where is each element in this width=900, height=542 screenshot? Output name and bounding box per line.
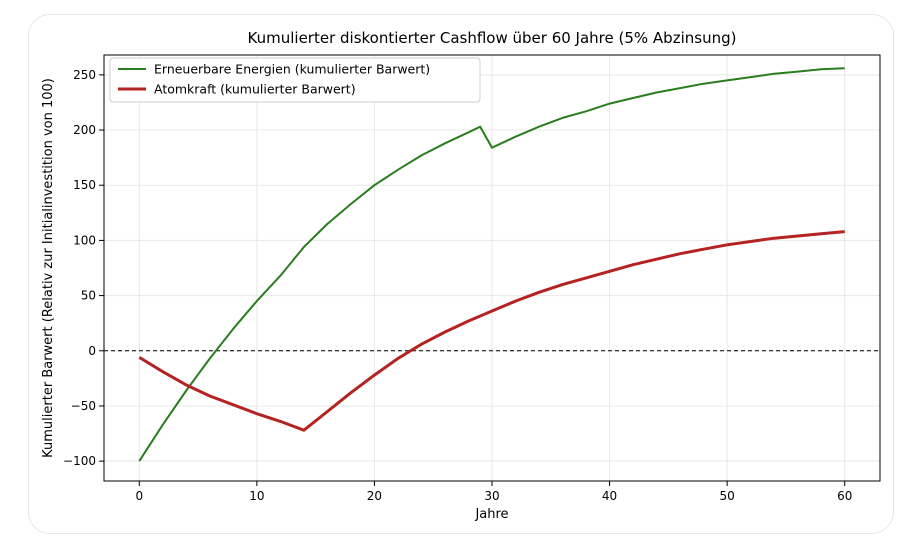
y-tick-label: −100 xyxy=(63,454,96,468)
y-axis-ticks: −100 −50 0 50 100 150 200 250 xyxy=(63,68,104,468)
legend-label-renewables: Erneuerbare Energien (kumulierter Barwer… xyxy=(154,62,430,77)
series-lines xyxy=(138,67,845,462)
grid-lines xyxy=(104,55,880,481)
x-axis-label: Jahre xyxy=(474,507,508,522)
y-tick-label: 250 xyxy=(73,68,96,82)
x-tick-label: 40 xyxy=(602,489,617,503)
y-tick-label: 100 xyxy=(73,233,96,247)
chart-title: Kumulierter diskontierter Cashflow über … xyxy=(248,29,737,47)
legend-label-nuclear: Atomkraft (kumulierter Barwert) xyxy=(154,82,356,97)
y-tick-label: 200 xyxy=(73,123,96,137)
x-tick-label: 20 xyxy=(367,489,382,503)
x-tick-label: 60 xyxy=(837,489,852,503)
y-tick-label: 50 xyxy=(81,289,96,303)
series-line-nuclear xyxy=(138,230,845,432)
y-axis-label: Kumulierter Barwert (Relativ zur Initial… xyxy=(41,78,56,458)
x-axis-ticks: 0 10 20 30 40 50 60 xyxy=(135,481,852,503)
legend-box xyxy=(109,57,481,103)
y-tick-label: −50 xyxy=(71,399,96,413)
legend: Erneuerbare Energien (kumulierter Barwer… xyxy=(109,57,481,103)
x-tick-label: 10 xyxy=(249,489,264,503)
x-tick-label: 0 xyxy=(135,489,143,503)
x-tick-label: 30 xyxy=(484,489,499,503)
series-line-renewables xyxy=(138,67,845,462)
y-tick-label: 150 xyxy=(73,178,96,192)
y-tick-label: 0 xyxy=(88,344,96,358)
x-tick-label: 50 xyxy=(720,489,735,503)
